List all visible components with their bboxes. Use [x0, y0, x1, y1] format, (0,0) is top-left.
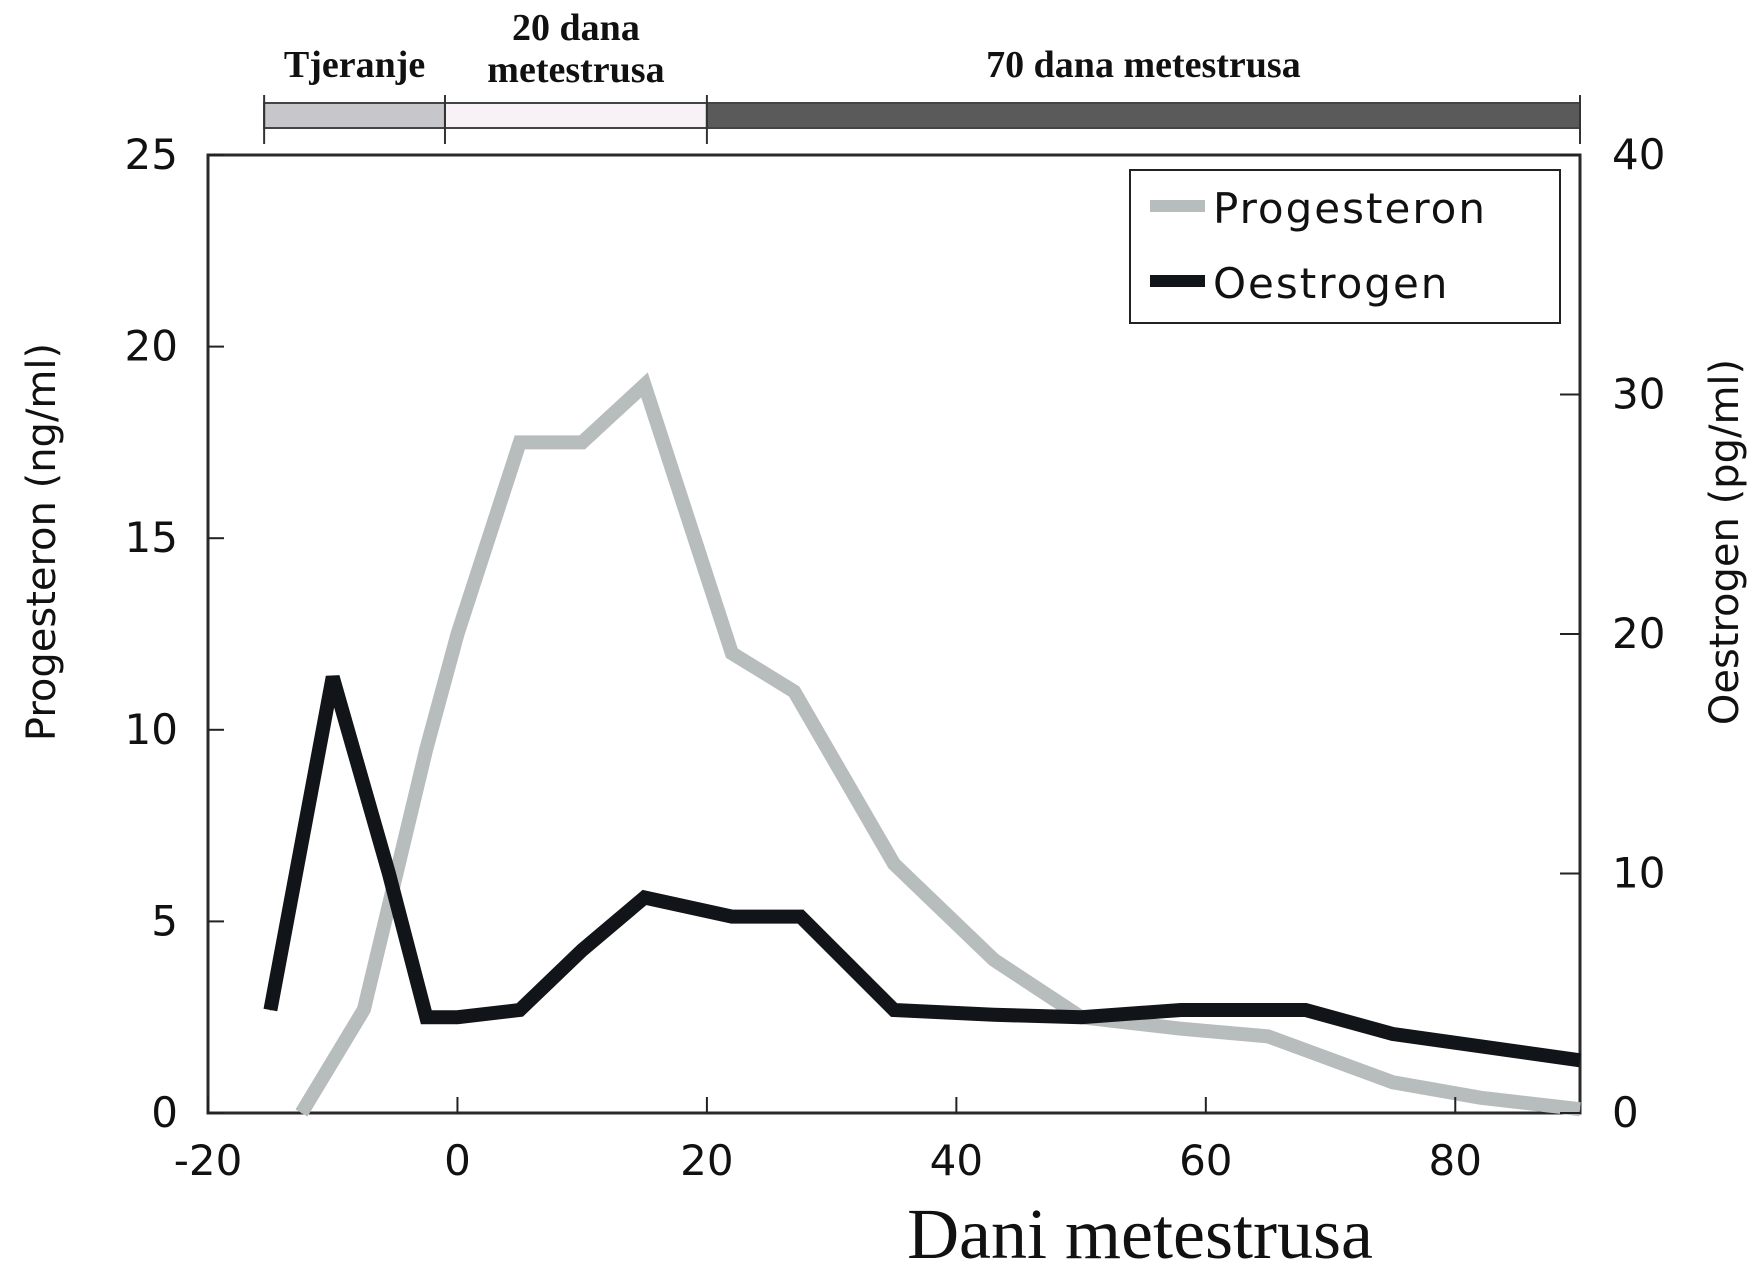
data-point-progesteron	[363, 1009, 365, 1011]
data-point-oestrogen	[1392, 1033, 1394, 1035]
y-axis-label-right: Oestrogen (pg/ml)	[1702, 359, 1748, 725]
data-point-oestrogen	[993, 1014, 995, 1016]
y-tick-label-right: 0	[1612, 1088, 1639, 1137]
phase-label: 20 dana	[512, 7, 640, 49]
data-point-oestrogen	[425, 1016, 427, 1018]
data-point-oestrogen	[332, 676, 334, 678]
phase-segment	[263, 102, 446, 129]
x-tick-label: -20	[174, 1136, 243, 1185]
data-point-progesteron	[644, 384, 646, 386]
data-point-oestrogen	[644, 896, 646, 898]
y-tick-label-left: 25	[125, 130, 178, 179]
phase-segment	[705, 102, 1581, 129]
data-point-oestrogen	[799, 916, 801, 918]
phase-segment	[443, 102, 708, 129]
x-tick-label: 80	[1429, 1136, 1482, 1185]
phase-label: 70 dana metestrusa	[986, 44, 1301, 86]
y-tick-label-right: 30	[1612, 370, 1665, 419]
data-point-progesteron	[793, 690, 795, 692]
data-point-oestrogen	[456, 1016, 458, 1018]
data-point-oestrogen	[519, 1009, 521, 1011]
data-point-oestrogen	[581, 949, 583, 951]
data-point-progesteron	[1579, 1108, 1581, 1110]
legend-box	[1129, 169, 1561, 324]
y-tick-label-left: 15	[125, 513, 178, 562]
y-tick-label-right: 10	[1612, 849, 1665, 898]
data-point-progesteron	[425, 748, 427, 750]
data-point-progesteron	[456, 633, 458, 635]
series-group	[263, 372, 1581, 1117]
data-point-oestrogen	[893, 1009, 895, 1011]
data-point-oestrogen	[1080, 1016, 1082, 1018]
data-point-oestrogen	[1579, 1059, 1581, 1061]
series-line-oestrogen	[263, 675, 1581, 1068]
y-tick-label-right: 40	[1612, 130, 1665, 179]
data-point-progesteron	[1180, 1028, 1182, 1030]
legend-label: Oestrogen	[1213, 259, 1449, 308]
data-point-progesteron	[519, 441, 521, 443]
data-point-progesteron	[731, 652, 733, 654]
data-point-progesteron	[1267, 1035, 1269, 1037]
data-point-progesteron	[1392, 1081, 1394, 1083]
x-axis-label: Dani metestrusa	[907, 1194, 1373, 1268]
y-axis-label-left: Progesteron (ng/ml)	[19, 343, 65, 741]
x-tick-label: 60	[1179, 1136, 1232, 1185]
series-line-progesteron	[295, 372, 1581, 1117]
data-point-oestrogen	[269, 1009, 271, 1011]
data-point-progesteron	[301, 1112, 303, 1114]
data-point-progesteron	[893, 863, 895, 865]
data-point-progesteron	[1479, 1097, 1481, 1099]
y-tick-label-left: 10	[125, 705, 178, 754]
x-tick-label: 40	[930, 1136, 983, 1185]
data-point-oestrogen	[1305, 1009, 1307, 1011]
y-tick-label-left: 20	[125, 322, 178, 371]
legend-label: Progesteron	[1213, 184, 1487, 233]
data-point-oestrogen	[731, 916, 733, 918]
data-point-progesteron	[581, 441, 583, 443]
legend: Progesteron Oestrogen	[1129, 169, 1561, 324]
data-point-oestrogen	[388, 873, 390, 874]
data-point-progesteron	[993, 959, 995, 961]
data-point-oestrogen	[1180, 1009, 1182, 1011]
y-tick-label-left: 0	[151, 1088, 178, 1137]
y-tick-label-left: 5	[151, 896, 178, 945]
y-tick-label-right: 20	[1612, 609, 1665, 658]
x-tick-label: 20	[680, 1136, 733, 1185]
phase-label: metestrusa	[487, 49, 664, 91]
x-tick-label: 0	[444, 1136, 471, 1185]
phase-label: Tjeranje	[284, 44, 425, 86]
